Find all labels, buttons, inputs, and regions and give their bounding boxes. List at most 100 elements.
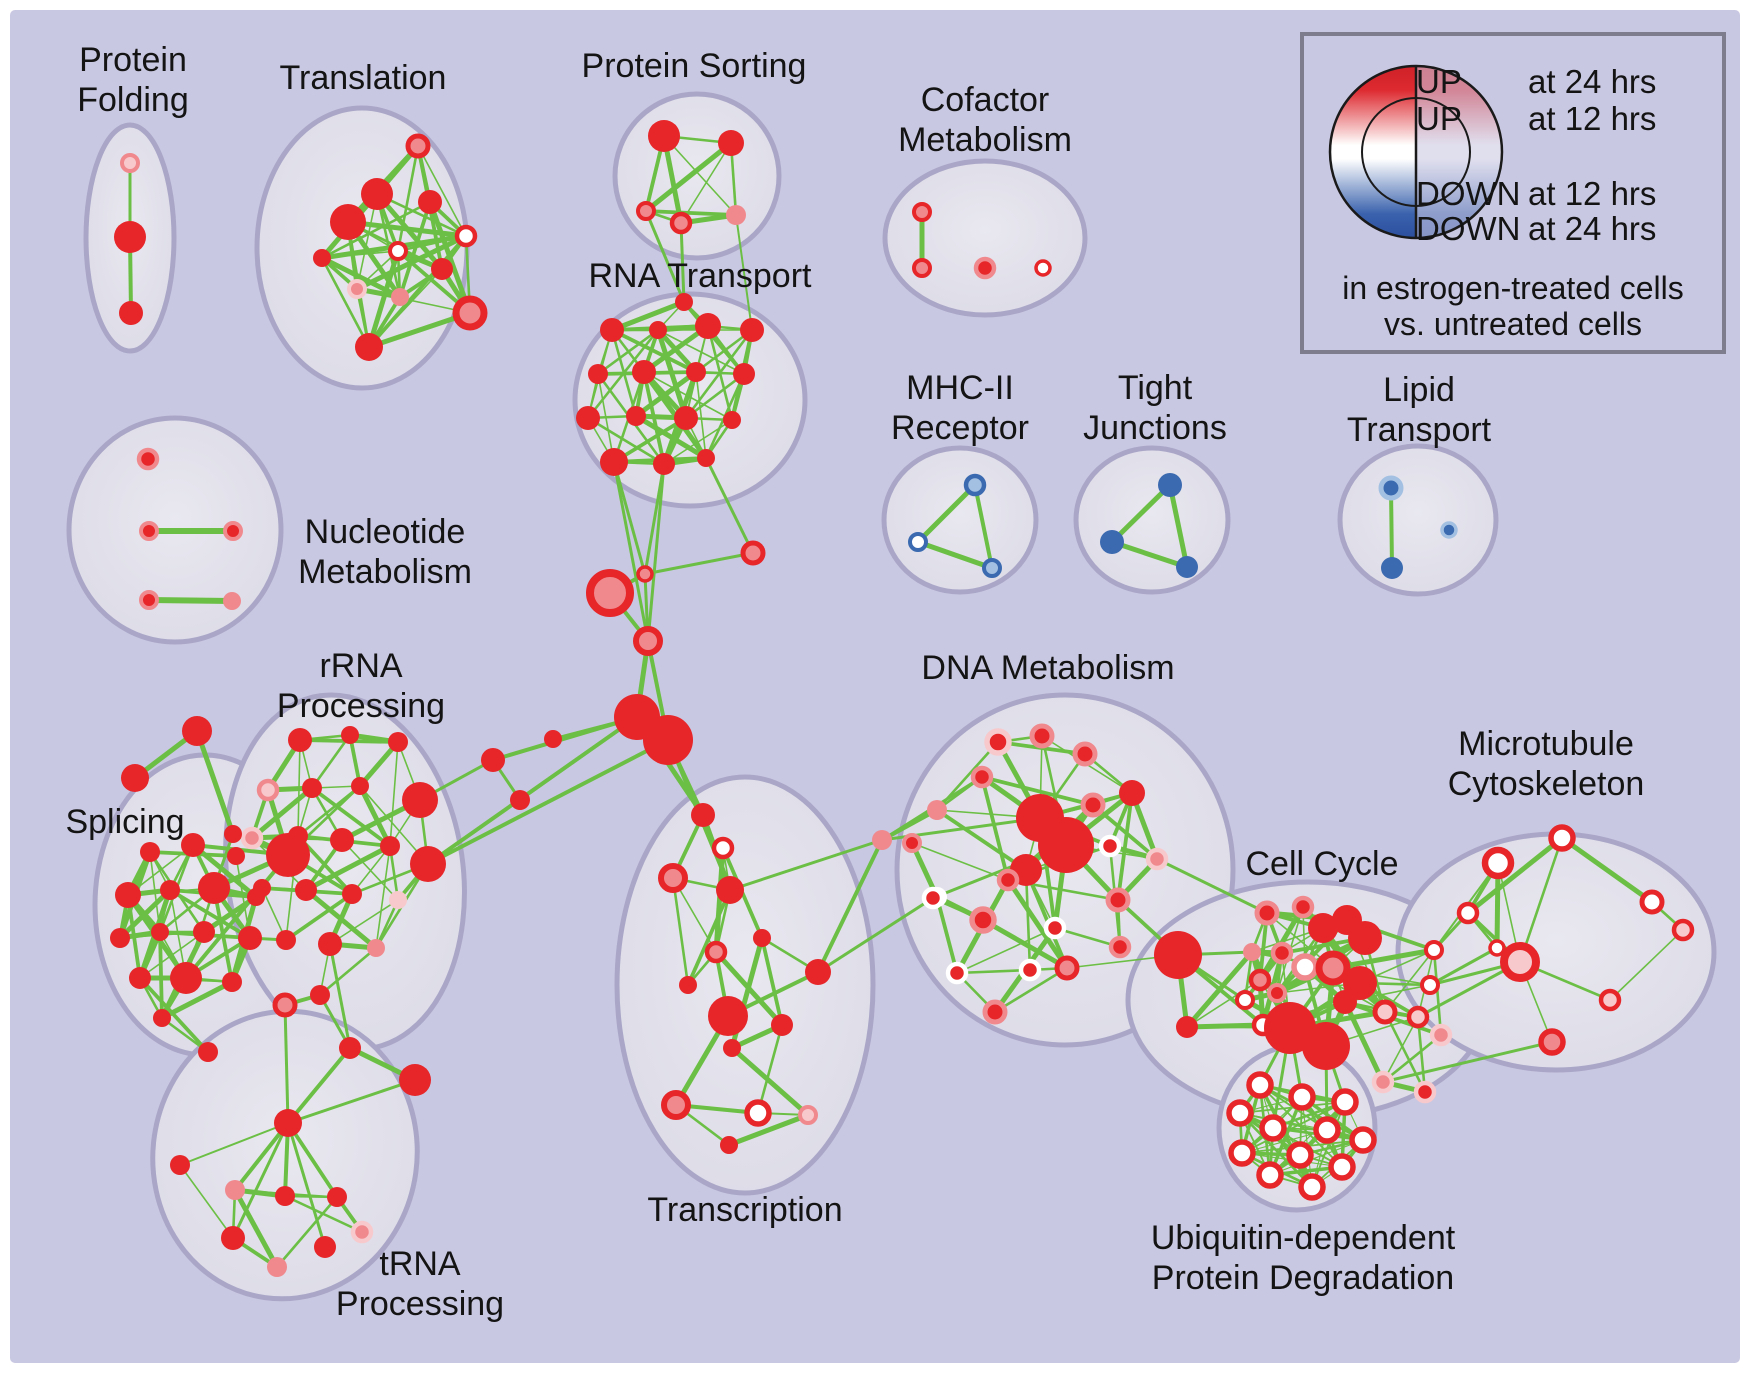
network-edge — [1466, 836, 1564, 915]
network-edge — [1429, 946, 1498, 987]
network-node — [314, 1236, 336, 1258]
network-node — [586, 569, 634, 617]
network-edge — [320, 255, 402, 300]
network-node — [963, 473, 987, 497]
network-edge — [1111, 539, 1188, 570]
network-edge — [643, 463, 666, 575]
legend-note-line2: vs. untreated cells — [1384, 306, 1642, 342]
network-edge — [679, 222, 686, 303]
network-edge — [980, 776, 1010, 881]
network-edge — [233, 1121, 290, 1192]
network-node — [272, 992, 298, 1018]
network-node — [544, 730, 562, 748]
cluster-label-tight-junctions: Tight Junctions — [1083, 369, 1227, 447]
legend-state-label: UP — [1416, 100, 1462, 137]
network-edge — [682, 300, 746, 376]
network-node — [355, 333, 383, 361]
network-edge — [686, 889, 732, 986]
network-edge — [347, 219, 467, 239]
network-node — [351, 777, 369, 795]
network-node — [973, 256, 997, 280]
legend-time-label: at 12 hrs — [1528, 175, 1657, 212]
network-edge — [351, 845, 391, 895]
network-edge — [1116, 792, 1134, 901]
network-edge — [663, 419, 733, 465]
network-edge — [417, 145, 467, 237]
network-node — [431, 258, 453, 280]
network-node — [388, 732, 408, 752]
network-node — [170, 962, 202, 994]
network-edge — [304, 843, 392, 893]
network-edge — [1024, 869, 1069, 969]
network-edge — [685, 372, 745, 420]
cluster-label-trna-processing: tRNA Processing — [335, 1245, 505, 1323]
network-node — [198, 1042, 218, 1062]
network-node — [1176, 1016, 1198, 1038]
network-edge — [375, 845, 391, 949]
network-node — [1639, 889, 1665, 915]
network-node — [266, 833, 310, 877]
network-edge — [613, 416, 687, 464]
network-node — [1315, 950, 1351, 986]
network-edge — [191, 843, 258, 899]
network-node — [740, 318, 764, 342]
network-node — [327, 1187, 347, 1207]
network-edge — [611, 328, 697, 374]
network-edge — [389, 741, 399, 847]
network-node — [1018, 958, 1042, 982]
network-edge — [184, 853, 290, 980]
network-node — [136, 447, 160, 471]
cluster-label-transcription: Transcription — [647, 1191, 843, 1229]
network-edge — [644, 210, 686, 303]
network-node — [633, 626, 663, 656]
network-node — [120, 153, 140, 173]
network-node — [274, 1109, 302, 1137]
network-edge — [634, 369, 698, 419]
network-node — [912, 202, 932, 222]
network-node — [1158, 473, 1182, 497]
network-edge — [356, 193, 378, 290]
network-node — [1328, 1153, 1356, 1181]
network-edge — [179, 1122, 289, 1166]
network-node — [982, 999, 1008, 1025]
network-node — [669, 211, 693, 235]
network-node — [1029, 723, 1055, 749]
network-node — [1378, 475, 1404, 501]
network-node — [223, 592, 241, 610]
network-edge — [981, 775, 1094, 807]
network-node — [921, 886, 945, 910]
network-node — [588, 364, 608, 384]
network-node — [753, 929, 771, 947]
network-node — [1456, 901, 1480, 925]
network-node — [908, 532, 928, 552]
network-node — [160, 880, 180, 900]
network-edge — [1416, 1016, 1427, 1093]
network-node — [649, 321, 667, 339]
network-edge — [158, 931, 164, 1019]
network-edge — [956, 927, 1056, 974]
network-edge — [1241, 1129, 1328, 1154]
network-edge — [1091, 803, 1159, 861]
network-edge — [612, 461, 650, 642]
network-node — [872, 830, 892, 850]
network-edge — [935, 896, 959, 974]
network-node — [389, 891, 407, 909]
network-node — [1248, 968, 1272, 992]
network-edge — [917, 539, 993, 571]
network-node — [675, 293, 693, 311]
network-edge — [310, 734, 352, 789]
cluster-ellipse-mhc — [881, 445, 1039, 595]
network-node — [1429, 1023, 1453, 1047]
network-node — [1420, 975, 1440, 995]
network-node — [454, 224, 478, 248]
cluster-label-ubiquitin-degradation: Ubiquitin-dependent Protein Degradation — [1150, 1219, 1456, 1297]
network-node — [1254, 900, 1280, 926]
network-edge — [1156, 857, 1268, 915]
network-node — [1246, 1071, 1274, 1099]
network-edge — [587, 416, 665, 466]
network-node — [361, 178, 393, 210]
network-node — [1313, 1116, 1341, 1144]
legend-time-label: at 24 hrs — [1528, 63, 1657, 100]
network-node — [119, 301, 143, 325]
